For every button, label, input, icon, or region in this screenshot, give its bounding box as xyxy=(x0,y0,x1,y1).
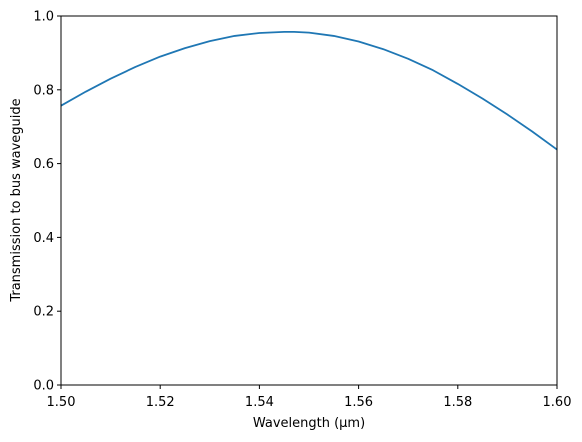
y-tick-label: 0.4 xyxy=(33,231,54,246)
y-tick-label: 1.0 xyxy=(33,10,54,25)
x-tick-label: 1.50 xyxy=(47,395,76,410)
axes-frame xyxy=(60,15,558,386)
y-tick-label: 0.0 xyxy=(33,379,54,394)
plot-area: 1.50 1.52 1.54 1.56 1.58 1.60 0.0 0.2 0.4 0.6 0.8… xyxy=(33,10,571,411)
transmission-line xyxy=(60,30,558,151)
x-axis-label: Wavelength (μm) xyxy=(253,416,365,431)
x-tick-label: 1.56 xyxy=(344,395,373,410)
series-layer xyxy=(60,30,558,151)
y-axis-label: Transmission to bus waveguide xyxy=(9,98,24,302)
x-axis-ticks: 1.50 1.52 1.54 1.56 1.58 1.60 xyxy=(47,385,572,410)
y-tick-label: 0.2 xyxy=(33,305,54,320)
x-tick-label: 1.58 xyxy=(443,395,472,410)
x-tick-label: 1.52 xyxy=(146,395,175,410)
y-axis-ticks: 0.0 0.2 0.4 0.6 0.8 1.0 xyxy=(33,10,61,394)
y-tick-label: 0.8 xyxy=(33,83,54,98)
x-tick-label: 1.54 xyxy=(245,395,274,410)
x-tick-label: 1.60 xyxy=(543,395,572,410)
y-tick-label: 0.6 xyxy=(33,157,54,172)
